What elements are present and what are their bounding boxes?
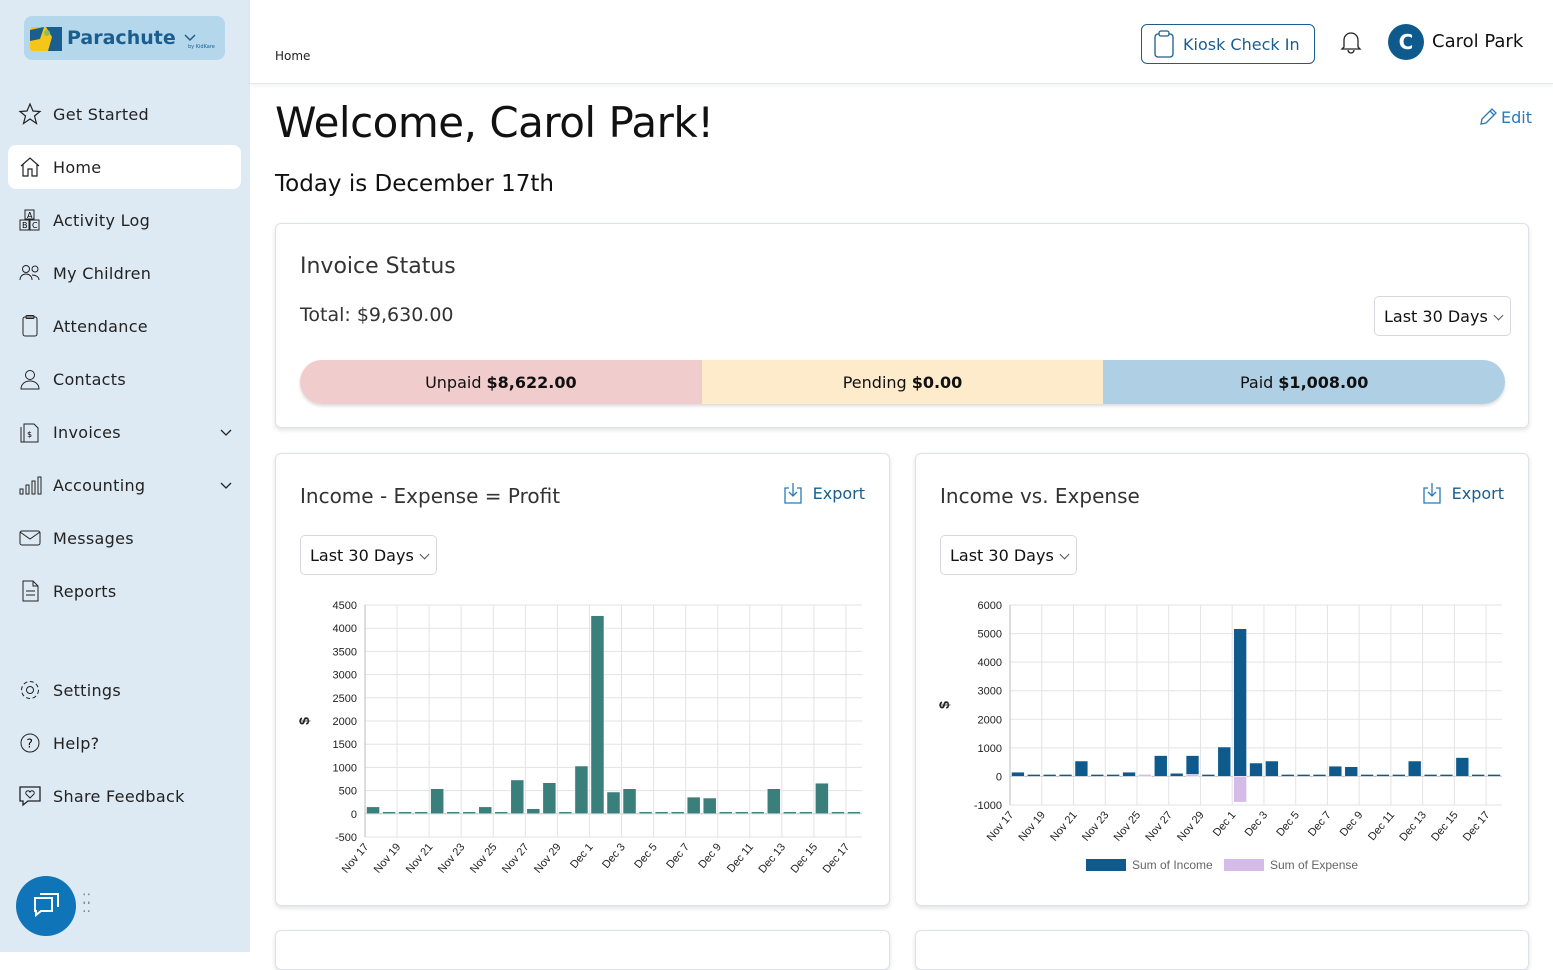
svg-text:C: C bbox=[32, 221, 38, 230]
blocks-icon: AB C bbox=[19, 209, 40, 231]
sidebar-item-label: My Children bbox=[53, 263, 152, 283]
brand-sub: by KidKare bbox=[188, 44, 215, 50]
breadcrumb[interactable]: Home bbox=[275, 49, 311, 63]
chevron-down-icon bbox=[220, 429, 232, 436]
brand-switcher[interactable]: Parachute by KidKare bbox=[24, 16, 225, 60]
sidebar-item-get-started[interactable]: Get Started bbox=[8, 92, 241, 136]
sidebar-item-label: Activity Log bbox=[53, 210, 151, 230]
lower-card-right bbox=[915, 930, 1529, 970]
sidebar-item-invoices[interactable]: $ Invoices bbox=[8, 410, 241, 454]
svg-text:B: B bbox=[22, 221, 28, 230]
download-icon bbox=[1422, 483, 1441, 504]
sidebar-item-label: Invoices bbox=[53, 422, 121, 442]
user-name[interactable]: Carol Park bbox=[1432, 31, 1524, 52]
sidebar-item-settings[interactable]: Settings bbox=[8, 668, 241, 712]
person-icon bbox=[20, 370, 40, 390]
star-icon bbox=[18, 102, 42, 125]
sidebar-item-share-feedback[interactable]: Share Feedback bbox=[8, 774, 241, 818]
segment-value: $0.00 bbox=[911, 372, 963, 392]
children-icon bbox=[19, 265, 40, 281]
invoices-icon: $ bbox=[20, 423, 39, 443]
profit-range-select[interactable]: Last 30 Days bbox=[300, 535, 437, 575]
paid-segment[interactable]: Paid $1,008.00 bbox=[1103, 360, 1505, 404]
sidebar-item-messages[interactable]: Messages bbox=[8, 516, 241, 560]
clipboard-icon bbox=[1154, 30, 1174, 58]
sidebar-item-home[interactable]: Home bbox=[8, 145, 241, 189]
edit-button[interactable]: Edit bbox=[1478, 107, 1532, 127]
chat-icon bbox=[34, 893, 59, 918]
sidebar-item-my-children[interactable]: My Children bbox=[8, 251, 241, 295]
segment-label: Pending bbox=[842, 372, 907, 392]
invoice-total: Total: $9,630.00 bbox=[300, 304, 454, 326]
sidebar-item-label: Home bbox=[53, 157, 102, 177]
sidebar-item-contacts[interactable]: Contacts bbox=[8, 357, 241, 401]
sidebar-item-activity-log[interactable]: A B C Activity Log bbox=[8, 198, 241, 242]
sidebar-item-reports[interactable]: Reports bbox=[8, 569, 241, 613]
top-header: Home Kiosk Check In C Carol Park bbox=[250, 0, 1553, 84]
home-icon bbox=[20, 157, 40, 177]
svg-text:$: $ bbox=[27, 430, 32, 439]
card-title: Invoice Status bbox=[300, 254, 456, 279]
export-label: Export bbox=[812, 483, 865, 503]
sidebar-item-label: Contacts bbox=[53, 369, 126, 389]
drag-handle-icon[interactable]: ⁚⁚ ⁚⁚ bbox=[82, 892, 91, 916]
today-text: Today is December 17th bbox=[275, 171, 554, 197]
sidebar-item-label: Get Started bbox=[53, 104, 149, 124]
bell-icon[interactable] bbox=[1340, 30, 1362, 54]
invoice-status-card: Invoice Status Total: $9,630.00 Last 30 … bbox=[275, 223, 1529, 428]
avatar[interactable]: C bbox=[1388, 24, 1424, 60]
document-icon bbox=[22, 580, 39, 602]
sidebar-item-help[interactable]: ? Help? bbox=[8, 721, 241, 765]
segment-value: $1,008.00 bbox=[1278, 372, 1369, 392]
page-title: Welcome, Carol Park! bbox=[275, 98, 714, 147]
card-title: Income vs. Expense bbox=[940, 484, 1140, 508]
profit-card: Income - Expense = Profit Export Last 30… bbox=[275, 453, 890, 906]
chevron-down-icon bbox=[220, 482, 232, 489]
sidebar-item-label: Messages bbox=[53, 528, 134, 548]
sidebar-item-label: Reports bbox=[53, 581, 117, 601]
svg-text:A: A bbox=[27, 211, 33, 220]
segment-label: Unpaid bbox=[425, 372, 482, 392]
export-button[interactable]: Export bbox=[1422, 482, 1504, 504]
bar-chart-icon bbox=[19, 476, 42, 495]
sidebar-item-label: Attendance bbox=[53, 316, 148, 336]
sidebar-item-label: Settings bbox=[53, 680, 122, 700]
card-title: Income - Expense = Profit bbox=[300, 484, 561, 508]
feedback-icon bbox=[19, 786, 41, 807]
pencil-icon bbox=[1480, 108, 1497, 125]
sidebar-item-attendance[interactable]: Attendance bbox=[8, 304, 241, 348]
question-icon: ? bbox=[20, 733, 40, 753]
sidebar-item-accounting[interactable]: Accounting bbox=[8, 463, 241, 507]
income-expense-card: Income vs. Expense Export Last 30 Days bbox=[915, 453, 1529, 906]
sidebar-item-label: Help? bbox=[53, 733, 100, 753]
chevron-down-icon bbox=[184, 34, 196, 42]
export-label: Export bbox=[1451, 483, 1504, 503]
export-button[interactable]: Export bbox=[783, 482, 865, 504]
lower-card-left bbox=[275, 930, 890, 970]
kiosk-check-in-button[interactable]: Kiosk Check In bbox=[1141, 24, 1315, 64]
pending-segment[interactable]: Pending $0.00 bbox=[701, 360, 1104, 404]
income-range-select[interactable]: Last 30 Days bbox=[940, 535, 1077, 575]
invoice-range-select[interactable]: Last 30 Days bbox=[1374, 296, 1511, 336]
download-icon bbox=[783, 483, 802, 504]
parachute-logo-icon bbox=[30, 27, 62, 51]
invoice-status-bar: Unpaid $8,622.00 Pending $0.00 Paid $1,008.… bbox=[300, 360, 1505, 404]
clipboard-icon bbox=[22, 315, 38, 337]
chat-button[interactable] bbox=[16, 876, 76, 936]
sidebar: Parachute by KidKare Get Started Home A B C A… bbox=[0, 0, 250, 952]
brand-name: Parachute bbox=[67, 27, 176, 49]
sidebar-item-label: Share Feedback bbox=[53, 786, 185, 806]
envelope-icon bbox=[19, 530, 41, 546]
gear-icon bbox=[21, 681, 39, 699]
edit-label: Edit bbox=[1501, 107, 1532, 127]
segment-value: $8,622.00 bbox=[486, 372, 577, 392]
segment-label: Paid bbox=[1239, 372, 1274, 392]
sidebar-item-label: Accounting bbox=[53, 475, 146, 495]
svg-text:?: ? bbox=[27, 737, 34, 751]
unpaid-segment[interactable]: Unpaid $8,622.00 bbox=[300, 360, 702, 404]
kiosk-label: Kiosk Check In bbox=[1183, 34, 1300, 54]
